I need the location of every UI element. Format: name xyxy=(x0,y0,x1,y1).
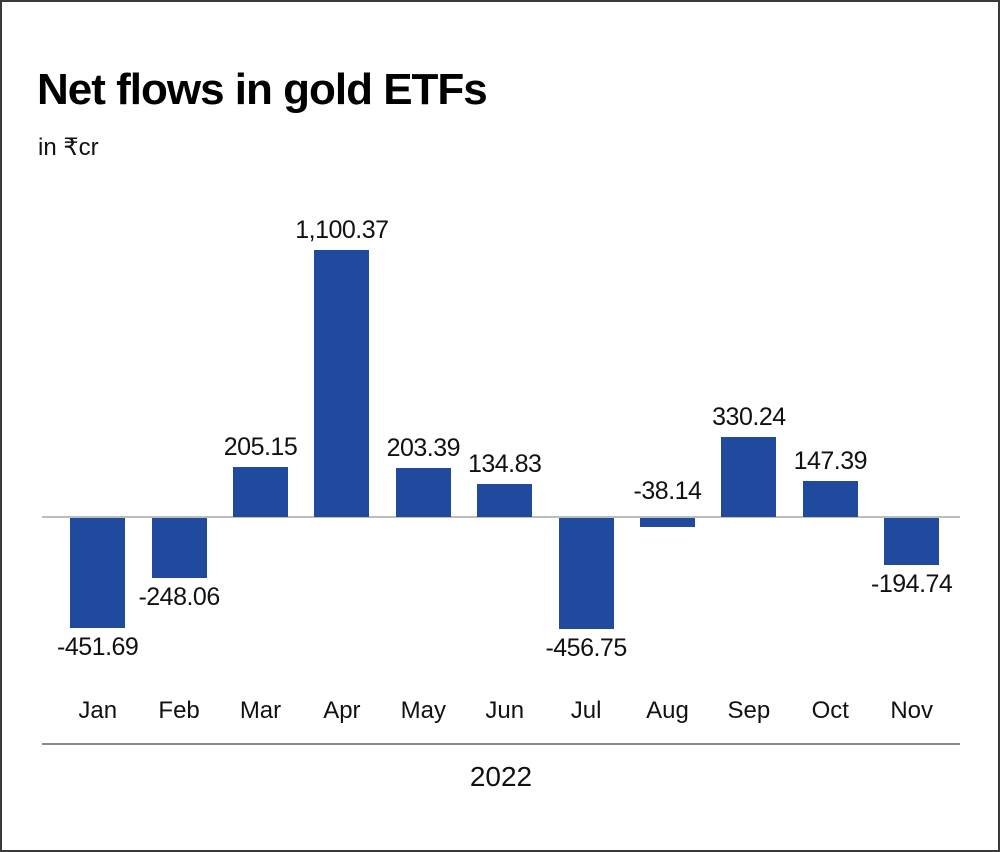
value-label-aug: -38.14 xyxy=(633,477,702,505)
value-label-jul: -456.75 xyxy=(545,633,627,662)
month-label-jan: Jan xyxy=(78,697,118,724)
chart-subtitle: in ₹cr xyxy=(38,134,99,161)
value-label-mar: 205.15 xyxy=(223,433,298,462)
month-label-oct: Oct xyxy=(811,697,849,724)
month-label-mar: Mar xyxy=(239,697,282,724)
month-label-feb: Feb xyxy=(158,697,200,724)
value-label-feb: -248.06 xyxy=(138,583,220,612)
bar-apr xyxy=(314,249,370,517)
value-label-jun: 134.83 xyxy=(467,450,542,479)
value-label-nov: -194.74 xyxy=(871,570,953,599)
bar-jan xyxy=(70,518,126,628)
bar-nov xyxy=(884,518,940,566)
bar-sep xyxy=(721,436,777,517)
bar-jun xyxy=(477,484,533,517)
month-label-jun: Jun xyxy=(485,697,525,724)
month-label-may: May xyxy=(400,697,446,724)
month-label-aug: Aug xyxy=(646,697,689,724)
month-label-apr: Apr xyxy=(323,697,361,724)
month-label-jul: Jul xyxy=(570,697,602,724)
value-label-apr: 1,100.37 xyxy=(295,215,389,244)
x-axis-year-label: 2022 xyxy=(469,761,533,792)
value-label-may: 203.39 xyxy=(386,433,461,462)
chart-title: Net flows in gold ETFs xyxy=(37,65,488,114)
bar-mar xyxy=(233,467,288,517)
bar-may xyxy=(395,467,451,517)
x-axis-line xyxy=(42,743,960,745)
bar-feb xyxy=(151,518,207,579)
value-label-oct: 147.39 xyxy=(793,447,868,476)
bar-oct xyxy=(802,481,858,517)
month-label-sep: Sep xyxy=(727,697,771,724)
bar-aug xyxy=(640,518,695,528)
value-label-sep: 330.24 xyxy=(712,402,786,431)
bar-jul xyxy=(558,518,614,629)
zero-baseline xyxy=(42,516,960,518)
month-label-nov: Nov xyxy=(890,697,934,724)
value-label-jan: -451.69 xyxy=(57,632,139,661)
